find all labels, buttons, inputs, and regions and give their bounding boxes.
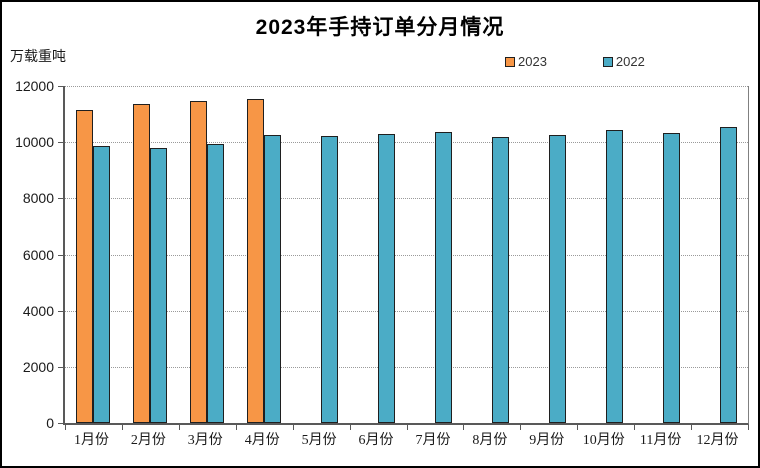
bar-group-9月份 bbox=[520, 86, 577, 423]
gridline-6000 bbox=[65, 254, 748, 256]
x-tick-label-5月份: 5月份 bbox=[301, 433, 337, 448]
y-tick-label-6000: 6000 bbox=[22, 246, 54, 263]
bar-2022-3月份 bbox=[207, 143, 225, 423]
x-tick-label-6月份: 6月份 bbox=[358, 433, 394, 448]
legend-swatch-2023-icon bbox=[505, 56, 515, 67]
bar-group-5月份 bbox=[293, 86, 350, 423]
bar-2022-12月份 bbox=[719, 126, 737, 423]
bar-group-3月份 bbox=[179, 86, 236, 423]
bar-group-8月份 bbox=[463, 86, 520, 423]
bar-group-6月份 bbox=[350, 86, 407, 423]
y-tick-0 bbox=[58, 423, 63, 424]
legend-item-2023: 2023 bbox=[505, 54, 547, 69]
bar-2022-11月份 bbox=[662, 132, 680, 423]
legend-item-2022: 2022 bbox=[602, 54, 645, 69]
y-tick-2000 bbox=[58, 366, 63, 368]
y-tick-10000 bbox=[58, 142, 63, 144]
legend-label-2022: 2022 bbox=[615, 54, 645, 69]
bar-group-7月份 bbox=[407, 86, 464, 423]
legend: 2023 2022 bbox=[505, 54, 645, 69]
gridline-2000 bbox=[65, 366, 748, 368]
bar-2022-8月份 bbox=[491, 136, 509, 423]
y-axis-unit-label: 万载重吨 bbox=[10, 48, 66, 64]
bar-2023-4月份 bbox=[247, 99, 265, 423]
x-tick-2 bbox=[178, 425, 180, 430]
x-tick-label-8月份: 8月份 bbox=[472, 433, 508, 448]
gridline-10000 bbox=[65, 142, 748, 144]
bar-2022-1月份 bbox=[93, 146, 111, 423]
bar-2022-6月份 bbox=[378, 134, 396, 423]
x-tick-label-1月份: 1月份 bbox=[73, 433, 109, 448]
y-tick-label-12000: 12000 bbox=[15, 78, 54, 94]
y-tick-8000 bbox=[58, 198, 63, 200]
x-tick-label-12月份: 12月份 bbox=[696, 433, 739, 448]
bar-2023-2月份 bbox=[133, 103, 151, 423]
plot-area bbox=[58, 86, 749, 430]
bar-2023-3月份 bbox=[190, 101, 208, 423]
gridline-4000 bbox=[65, 310, 748, 312]
x-axis-labels: 1月份 2月份 3月份 4月份 5月份 6月份 7月份 8月份 9月份 10月份 11月份 12月份 bbox=[63, 429, 746, 449]
y-tick-4000 bbox=[58, 310, 63, 312]
x-tick-11 bbox=[691, 425, 693, 430]
y-tick-12000 bbox=[58, 86, 63, 87]
bar-group-4月份 bbox=[236, 86, 293, 423]
bar-group-12月份 bbox=[691, 86, 748, 423]
x-tick-8 bbox=[520, 425, 522, 430]
bar-2022-10月份 bbox=[605, 129, 623, 423]
y-tick-label-2000: 2000 bbox=[22, 358, 54, 375]
legend-swatch-2022-icon bbox=[602, 56, 613, 67]
y-tick-6000 bbox=[58, 254, 63, 256]
x-tick-label-11月份: 11月份 bbox=[639, 433, 682, 448]
x-tick-3 bbox=[235, 425, 237, 430]
gridline-12000 bbox=[65, 86, 748, 87]
y-tick-label-0: 0 bbox=[46, 415, 54, 431]
bar-group-1月份 bbox=[65, 86, 122, 423]
bar-2022-5月份 bbox=[321, 135, 339, 423]
x-tick-label-3月份: 3月份 bbox=[187, 433, 223, 448]
bar-2022-9月份 bbox=[548, 134, 566, 423]
x-tick-label-4月份: 4月份 bbox=[244, 433, 280, 448]
x-tick-7 bbox=[463, 425, 465, 430]
y-tick-label-10000: 10000 bbox=[15, 134, 54, 151]
x-tick-4 bbox=[292, 425, 294, 430]
x-tick-1 bbox=[121, 425, 123, 430]
y-tick-label-8000: 8000 bbox=[22, 190, 54, 207]
bar-2022-4月份 bbox=[264, 135, 282, 423]
x-tick-9 bbox=[577, 425, 579, 430]
x-tick-label-7月份: 7月份 bbox=[415, 433, 451, 448]
x-tick-label-2月份: 2月份 bbox=[130, 433, 166, 448]
bar-2022-2月份 bbox=[150, 147, 168, 423]
gridline-8000 bbox=[65, 198, 748, 200]
bar-2023-1月份 bbox=[76, 110, 94, 423]
bar-group-2月份 bbox=[122, 86, 179, 423]
x-tick-5 bbox=[349, 425, 351, 430]
x-tick-12 bbox=[748, 425, 749, 430]
x-tick-label-9月份: 9月份 bbox=[529, 433, 565, 448]
y-tick-label-4000: 4000 bbox=[22, 302, 54, 319]
bar-group-10月份 bbox=[577, 86, 634, 423]
x-tick-10 bbox=[634, 425, 636, 430]
x-tick-6 bbox=[406, 425, 408, 430]
legend-label-2023: 2023 bbox=[518, 54, 547, 69]
bar-group-11月份 bbox=[634, 86, 691, 423]
bar-2022-7月份 bbox=[434, 131, 452, 423]
x-tick-0 bbox=[65, 425, 66, 430]
y-axis-labels: 0 2000 4000 6000 8000 10000 12000 bbox=[2, 78, 54, 431]
chart-title: 2023年手持订单分月情况 bbox=[255, 16, 505, 39]
x-tick-label-10月份: 10月份 bbox=[582, 433, 625, 448]
